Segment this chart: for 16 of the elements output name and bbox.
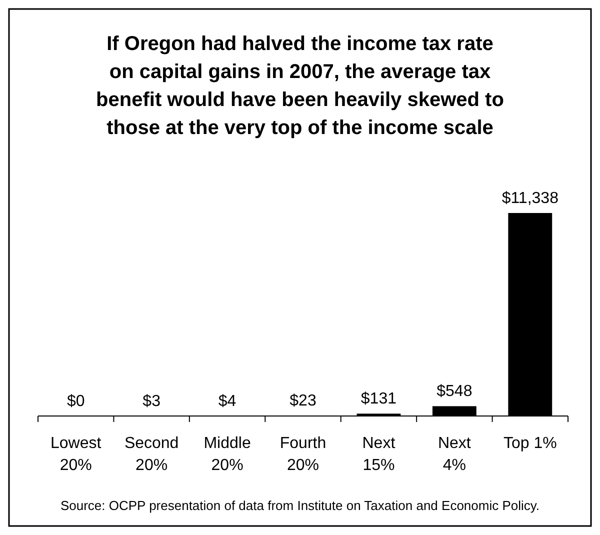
source-note: Source: OCPP presentation of data from Institute on Taxation and Economic Policy. xyxy=(60,498,540,513)
data-label: $131 xyxy=(360,390,397,408)
data-label: $3 xyxy=(142,392,161,410)
x-tick-label: Middle 20% xyxy=(204,435,251,474)
data-label: $4 xyxy=(218,392,236,410)
data-label: $11,338 xyxy=(502,190,559,207)
chart-title: If Oregon had halved the income tax rate on capital gains in 2007, the average tax benefit would have been heavily skewed to those at the very top of the income scale xyxy=(96,33,504,139)
data-label: $548 xyxy=(436,383,472,400)
x-tick-label: Top 1% xyxy=(503,435,557,452)
x-tick-label: Lowest 20% xyxy=(50,435,102,474)
x-tick-label: Next 15% xyxy=(362,435,396,474)
x-tick-label: Second 20% xyxy=(124,435,179,474)
data-label: $23 xyxy=(290,392,316,410)
x-tick-label: Next 4% xyxy=(438,435,472,474)
data-label: $0 xyxy=(66,393,85,410)
x-tick-label: Fourth 20% xyxy=(280,435,326,474)
